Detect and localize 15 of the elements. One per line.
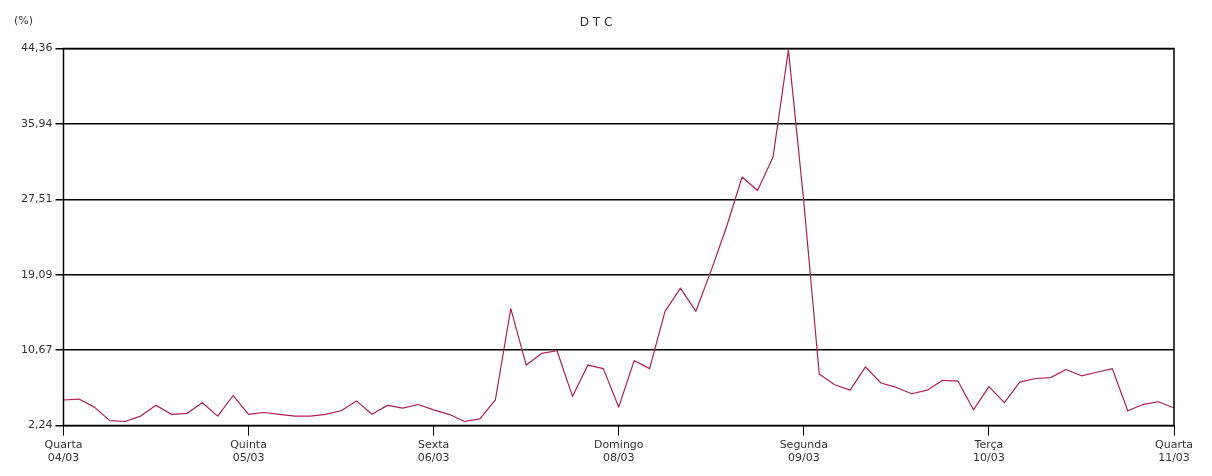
x-tick-label: Sexta 06/03 <box>417 438 450 465</box>
y-tick-label: 10,67 <box>20 342 53 356</box>
y-tick-label: 19,09 <box>20 267 53 281</box>
x-tick-label: Segunda 09/03 <box>779 438 829 465</box>
y-tick-label: 44,36 <box>20 41 53 55</box>
x-tick-label: Quarta 04/03 <box>44 438 83 465</box>
y-tick-label: 27,51 <box>20 192 53 206</box>
x-tick-label: Quinta 05/03 <box>230 438 267 465</box>
x-tick-label: Quarta 11/03 <box>1155 438 1193 465</box>
y-tick-label: 2,24 <box>27 418 53 432</box>
y-axis-title: (%) <box>13 13 34 27</box>
x-tick-label: Domingo 08/03 <box>593 438 644 465</box>
y-tick-label: 35,94 <box>20 116 53 130</box>
chart-title: D T C <box>579 15 613 30</box>
x-tick-label: Terça 10/03 <box>973 438 1005 465</box>
